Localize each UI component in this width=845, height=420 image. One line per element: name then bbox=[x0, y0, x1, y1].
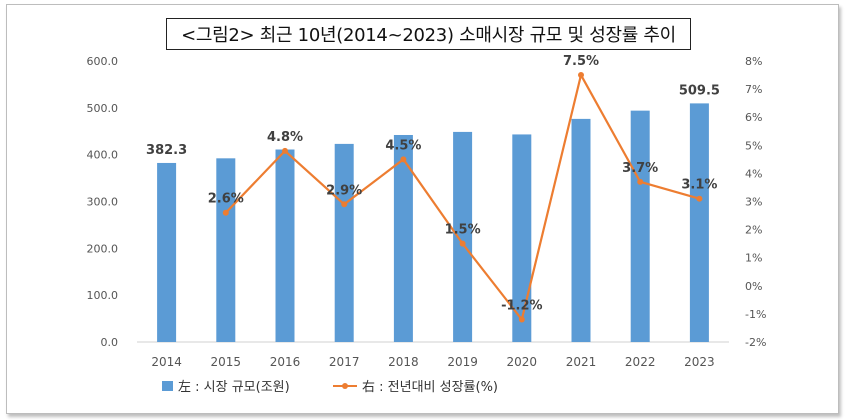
bar bbox=[512, 134, 532, 342]
bar-data-label: 382.3 bbox=[146, 143, 187, 158]
line-data-label: 3.7% bbox=[622, 161, 658, 176]
x-tick-label: 2017 bbox=[329, 355, 360, 369]
chart-title: <그림2> 최근 10년(2014~2023) 소매시장 규모 및 성장률 추이 bbox=[166, 18, 691, 50]
line-data-label: 4.5% bbox=[385, 138, 421, 153]
left-tick-label: 400.0 bbox=[87, 149, 119, 162]
line-point bbox=[637, 178, 644, 185]
left-tick-label: 200.0 bbox=[87, 242, 119, 255]
bar bbox=[453, 131, 473, 342]
data-labels: 382.3 509.5 2.6% 4.8% 2.9% 4.5% 1.5% -1.2% 7.5% 3… bbox=[146, 54, 720, 313]
line-data-label: 2.6% bbox=[208, 192, 244, 207]
right-tick-label: 0% bbox=[745, 280, 762, 293]
x-tick-label: 2019 bbox=[447, 355, 478, 369]
bar bbox=[630, 110, 650, 342]
line-point bbox=[282, 147, 288, 154]
legend-bar-label: 左 : 시장 규모(조원) bbox=[178, 380, 290, 395]
x-tick-label: 2022 bbox=[625, 355, 656, 369]
left-tick-label: 600.0 bbox=[87, 55, 119, 68]
bar bbox=[216, 158, 236, 342]
line-data-label: 4.8% bbox=[267, 130, 303, 145]
line-point bbox=[696, 195, 703, 202]
legend-line-label: 右 : 전년대비 성장률(%) bbox=[362, 380, 498, 395]
x-tick-label: 2016 bbox=[270, 355, 301, 369]
line-data-label: -1.2% bbox=[501, 299, 542, 314]
line-point bbox=[341, 201, 348, 208]
line-point bbox=[518, 316, 525, 323]
right-tick-label: 6% bbox=[745, 111, 762, 124]
bar-data-label: 509.5 bbox=[679, 83, 720, 98]
left-tick-label: 100.0 bbox=[87, 289, 119, 302]
right-tick-label: -2% bbox=[745, 336, 766, 349]
line-point bbox=[459, 240, 466, 247]
right-tick-label: 8% bbox=[745, 55, 762, 68]
bar-series bbox=[157, 103, 709, 343]
right-axis: -2% -1% 0% 1% 2% 3% 4% 5% 6% 7% 8% bbox=[745, 55, 766, 349]
left-tick-label: 500.0 bbox=[87, 102, 119, 115]
line-data-label: 3.1% bbox=[681, 178, 717, 193]
left-tick-label: 0.0 bbox=[101, 336, 119, 349]
bar bbox=[275, 149, 295, 342]
legend-bar-swatch bbox=[162, 381, 173, 391]
bar bbox=[157, 162, 177, 342]
line-point bbox=[400, 156, 407, 163]
bar bbox=[571, 118, 591, 342]
legend-line-marker bbox=[342, 383, 348, 389]
legend: 左 : 시장 규모(조원) 右 : 전년대비 성장률(%) bbox=[162, 380, 498, 395]
x-tick-label: 2018 bbox=[388, 355, 419, 369]
left-axis: 0.0 100.0 200.0 300.0 400.0 500.0 600.0 bbox=[87, 55, 119, 349]
right-tick-label: 3% bbox=[745, 196, 762, 209]
x-tick-label: 2021 bbox=[566, 355, 597, 369]
line-data-label: 2.9% bbox=[326, 183, 362, 198]
x-tick-label: 2020 bbox=[507, 355, 538, 369]
right-tick-label: 5% bbox=[745, 139, 762, 152]
right-tick-label: 2% bbox=[745, 224, 762, 237]
right-tick-label: -1% bbox=[745, 308, 766, 321]
left-tick-label: 300.0 bbox=[87, 196, 119, 209]
right-tick-label: 4% bbox=[745, 167, 762, 180]
bar bbox=[689, 103, 709, 343]
right-tick-label: 7% bbox=[745, 83, 762, 96]
x-tick-label: 2014 bbox=[151, 355, 182, 369]
line-point bbox=[222, 209, 229, 216]
x-axis: 2014 2015 2016 2017 2018 2019 2020 2021 2022 2023 bbox=[151, 355, 714, 369]
x-tick-label: 2015 bbox=[211, 355, 242, 369]
right-tick-label: 1% bbox=[745, 252, 762, 265]
line-data-label: 7.5% bbox=[563, 54, 599, 69]
line-series bbox=[222, 72, 703, 323]
line-data-label: 1.5% bbox=[445, 223, 481, 238]
bar bbox=[393, 134, 413, 342]
bar bbox=[334, 143, 354, 342]
line-point bbox=[578, 72, 584, 79]
x-tick-label: 2023 bbox=[684, 355, 715, 369]
